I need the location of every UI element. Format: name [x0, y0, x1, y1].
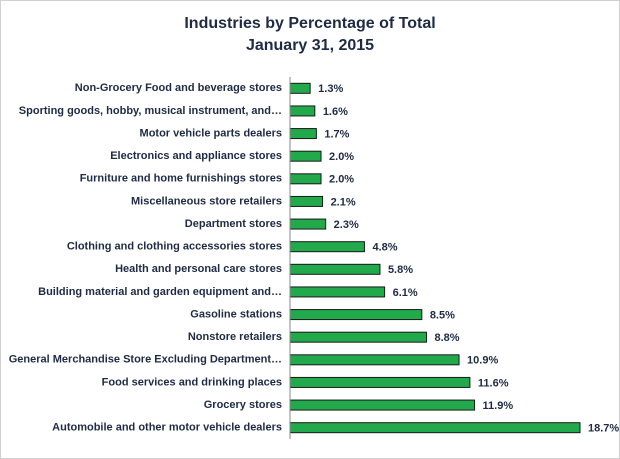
value-label: 11.6%	[478, 377, 509, 389]
bar	[289, 195, 324, 207]
bar	[289, 173, 322, 185]
value-label: 11.9%	[483, 400, 514, 412]
category-label: Health and personal care stores	[115, 263, 282, 275]
category-label: General Merchandise Store Excluding Depa…	[9, 354, 282, 366]
bar	[289, 422, 581, 434]
category-label: Furniture and home furnishings stores	[80, 173, 282, 185]
category-label: Nonstore retailers	[188, 331, 282, 343]
value-label: 2.0%	[329, 151, 354, 163]
value-label: 2.1%	[331, 196, 356, 208]
bar	[289, 128, 317, 140]
value-label: 18.7%	[588, 423, 619, 435]
category-label: Electronics and appliance stores	[110, 150, 282, 162]
value-label: 4.8%	[372, 242, 397, 254]
bar	[289, 309, 423, 321]
bar	[289, 286, 386, 298]
value-label: 8.8%	[434, 332, 459, 344]
category-label: Clothing and clothing accessories stores	[67, 241, 282, 253]
value-label: 6.1%	[393, 287, 418, 299]
category-label: Sporting goods, hobby, musical instrumen…	[19, 105, 282, 117]
category-label: Miscellaneous store retailers	[131, 195, 282, 207]
bar	[289, 399, 476, 411]
value-label: 10.9%	[467, 355, 498, 367]
bar	[289, 354, 460, 366]
value-label: 1.6%	[323, 106, 348, 118]
category-label: Non-Grocery Food and beverage stores	[75, 82, 282, 94]
value-label: 1.7%	[324, 128, 349, 140]
bar	[289, 241, 365, 253]
value-label: 2.3%	[334, 219, 359, 231]
value-label: 2.0%	[329, 174, 354, 186]
chart-subtitle: January 31, 2015	[246, 37, 374, 54]
value-label: 5.8%	[388, 264, 413, 276]
category-label: Gasoline stations	[190, 308, 282, 320]
bar	[289, 82, 311, 94]
bar	[289, 218, 327, 230]
bar	[289, 331, 427, 343]
category-label: Building material and garden equipment a…	[38, 286, 282, 298]
value-label: 1.3%	[318, 83, 343, 95]
category-label: Department stores	[185, 218, 282, 230]
value-label: 8.5%	[430, 309, 455, 321]
category-label: Motor vehicle parts dealers	[140, 127, 282, 139]
bar	[289, 105, 316, 117]
category-label: Grocery stores	[204, 399, 282, 411]
category-label: Automobile and other motor vehicle deale…	[52, 422, 282, 434]
bar	[289, 150, 322, 162]
category-label: Food services and drinking places	[102, 376, 282, 388]
chart-title: Industries by Percentage of Total	[184, 15, 435, 32]
bar	[289, 263, 381, 275]
bar	[289, 376, 471, 388]
